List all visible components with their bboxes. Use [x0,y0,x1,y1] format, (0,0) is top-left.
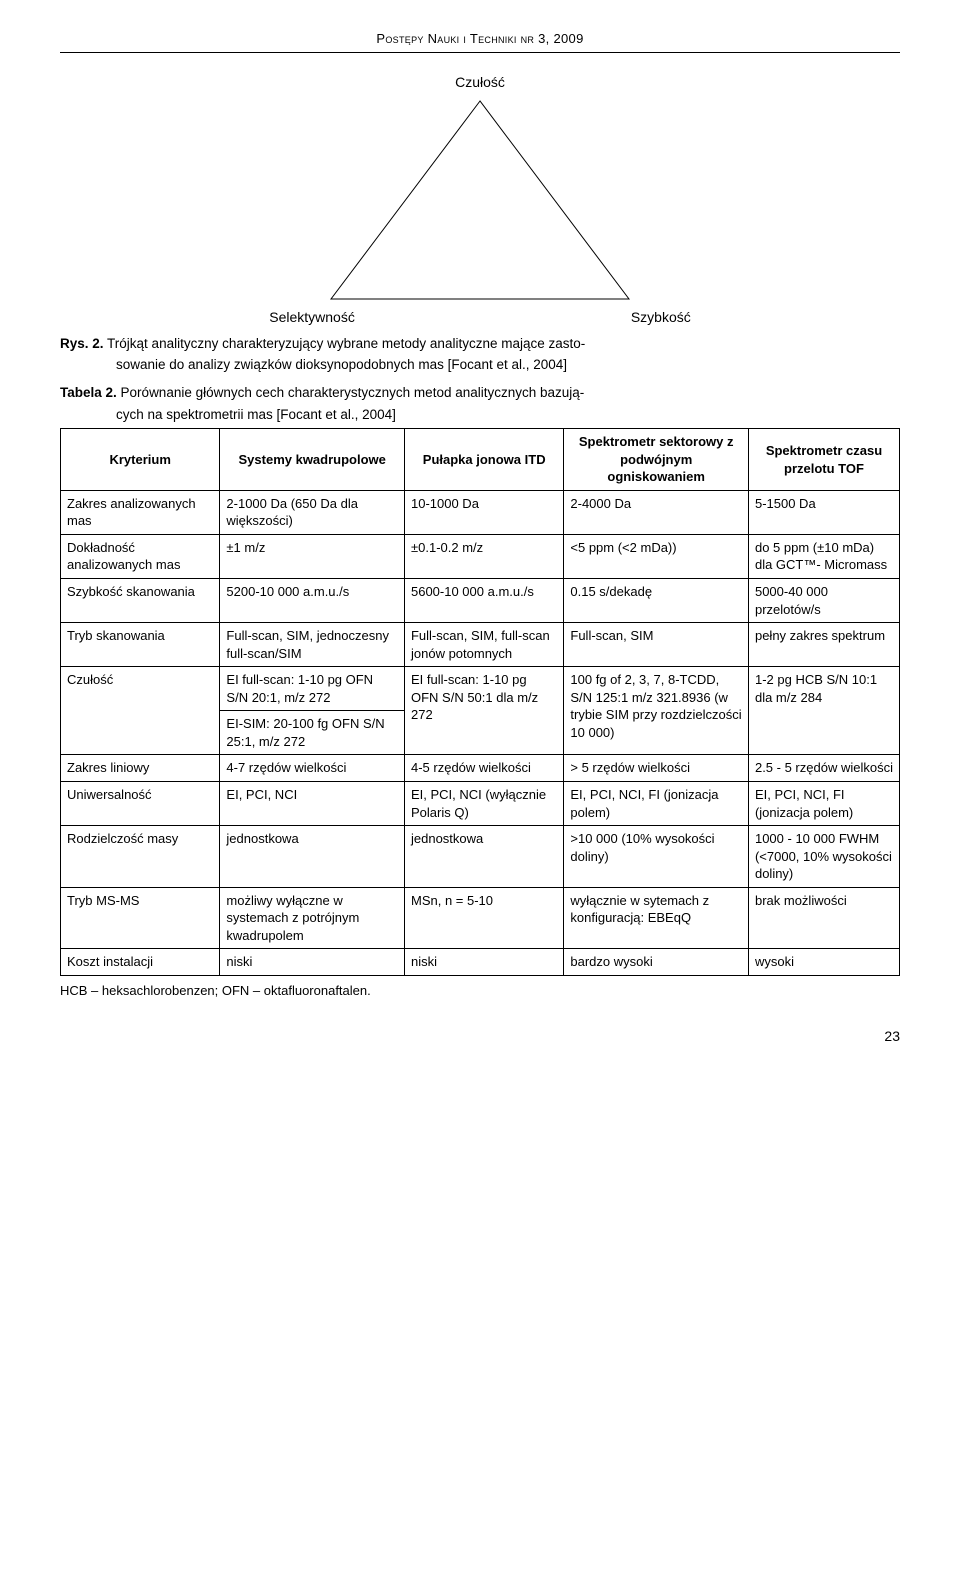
table-cell: EI, PCI, NCI, FI (jonizacja polem) [748,781,899,825]
triangle-label-left: Selektywność [269,308,355,327]
table-header-cell: Spektrometr czasu przelotu TOF [748,429,899,491]
table-cell: >10 000 (10% wysokości doliny) [564,826,749,888]
table-cell: EI full-scan: 1-10 pg OFN S/N 50:1 dla m… [404,667,563,755]
table-cell: 0.15 s/dekadę [564,579,749,623]
table-cell: 100 fg of 2, 3, 7, 8-TCDD, S/N 125:1 m/z… [564,667,749,755]
comparison-table: KryteriumSystemy kwadrupolowePułapka jon… [60,428,900,976]
figure-caption-line2: sowanie do analizy związków dioksynopodo… [116,356,900,374]
table-caption-text-line1: Porównanie głównych cech charakterystycz… [121,385,585,400]
table-cell: Full-scan, SIM [564,623,749,667]
table-cell: wysoki [748,949,899,976]
table-cell: Koszt instalacji [61,949,220,976]
table-row: Zakres analizowanych mas2-1000 Da (650 D… [61,490,900,534]
table-cell: ±0.1-0.2 m/z [404,534,563,578]
table-cell: możliwy wyłączne w systemach z potrójnym… [220,887,405,949]
table-cell: pełny zakres spektrum [748,623,899,667]
table-cell: Full-scan, SIM, jednoczesny full-scan/SI… [220,623,405,667]
table-cell: jednostkowa [404,826,563,888]
table-cell: 4-7 rzędów wielkości [220,755,405,782]
table-cell: brak możliwości [748,887,899,949]
table-row: Zakres liniowy4-7 rzędów wielkości4-5 rz… [61,755,900,782]
table-cell: 2-4000 Da [564,490,749,534]
table-header-cell: Systemy kwadrupolowe [220,429,405,491]
table-cell: Uniwersalność [61,781,220,825]
table-row: CzułośćEI full-scan: 1-10 pg OFN S/N 20:… [61,667,900,755]
table-cell: EI, PCI, NCI [220,781,405,825]
table-row: Tryb MS-MSmożliwy wyłączne w systemach z… [61,887,900,949]
table-cell: jednostkowa [220,826,405,888]
table-caption-line2: cych na spektrometrii mas [Focant et al.… [116,406,900,424]
table-cell: do 5 ppm (±10 mDa) dla GCT™- Micromass [748,534,899,578]
table-cell: Tryb skanowania [61,623,220,667]
table-cell: wyłącznie w sytemach z konfiguracją: EBE… [564,887,749,949]
table-subcell: EI full-scan: 1-10 pg OFN S/N 20:1, m/z … [220,671,404,711]
table-cell: 5200-10 000 a.m.u./s [220,579,405,623]
table-row: Szybkość skanowania5200-10 000 a.m.u./s5… [61,579,900,623]
table-cell: Rodzielczość masy [61,826,220,888]
figure-caption-num: Rys. 2. [60,336,104,351]
triangle-svg [325,99,635,304]
table-cell: 1-2 pg HCB S/N 10:1 dla m/z 284 [748,667,899,755]
table-cell: 1000 - 10 000 FWHM (<7000, 10% wysokości… [748,826,899,888]
table-cell: niski [220,949,405,976]
table-cell: Tryb MS-MS [61,887,220,949]
table-cell: Zakres analizowanych mas [61,490,220,534]
table-row: Dokładność analizowanych mas±1 m/z±0.1-0… [61,534,900,578]
table-cell: Szybkość skanowania [61,579,220,623]
table-cell: EI, PCI, NCI (wyłącznie Polaris Q) [404,781,563,825]
figure-caption: Rys. 2. Trójkąt analityczny charakteryzu… [60,335,900,353]
table-header-cell: Spektrometr sektorowy z podwójnym ognisk… [564,429,749,491]
figure-caption-text-line1: Trójkąt analityczny charakteryzujący wyb… [107,336,585,351]
triangle-diagram: Czułość Selektywność Szybkość [60,73,900,328]
table-header-cell: Pułapka jonowa ITD [404,429,563,491]
table-cell: 5600-10 000 a.m.u./s [404,579,563,623]
table-cell: MSn, n = 5-10 [404,887,563,949]
table-cell: 4-5 rzędów wielkości [404,755,563,782]
journal-header: Postępy Nauki i Techniki nr 3, 2009 [60,30,900,48]
table-cell: 5-1500 Da [748,490,899,534]
table-cell: Dokładność analizowanych mas [61,534,220,578]
table-row: Rodzielczość masyjednostkowajednostkowa>… [61,826,900,888]
table-cell: EI, PCI, NCI, FI (jonizacja polem) [564,781,749,825]
table-header-row: KryteriumSystemy kwadrupolowePułapka jon… [61,429,900,491]
table-footnote: HCB – heksachlorobenzen; OFN – oktafluor… [60,982,900,1000]
table-subcell: EI-SIM: 20-100 fg OFN S/N 25:1, m/z 272 [226,711,398,750]
triangle-label-right: Szybkość [631,308,691,327]
table-body: Zakres analizowanych mas2-1000 Da (650 D… [61,490,900,975]
table-cell: 10-1000 Da [404,490,563,534]
table-cell: Full-scan, SIM, full-scan jonów potomnyc… [404,623,563,667]
table-cell: > 5 rzędów wielkości [564,755,749,782]
table-cell: Zakres liniowy [61,755,220,782]
table-cell: bardzo wysoki [564,949,749,976]
table-row: UniwersalnośćEI, PCI, NCIEI, PCI, NCI (w… [61,781,900,825]
table-cell: 2.5 - 5 rzędów wielkości [748,755,899,782]
table-caption-num: Tabela 2. [60,385,117,400]
header-rule [60,52,900,53]
table-row: Tryb skanowaniaFull-scan, SIM, jednoczes… [61,623,900,667]
page-number: 23 [60,1027,900,1046]
table-cell: EI full-scan: 1-10 pg OFN S/N 20:1, m/z … [220,667,405,755]
table-cell: Czułość [61,667,220,755]
table-cell: 2-1000 Da (650 Da dla większości) [220,490,405,534]
triangle-label-top: Czułość [455,73,505,92]
table-head: KryteriumSystemy kwadrupolowePułapka jon… [61,429,900,491]
triangle-shape [331,101,629,299]
table-row: Koszt instalacjiniskiniskibardzo wysokiw… [61,949,900,976]
table-caption: Tabela 2. Porównanie głównych cech chara… [60,384,900,402]
table-cell: 5000-40 000 przelotów/s [748,579,899,623]
table-header-cell: Kryterium [61,429,220,491]
table-cell: niski [404,949,563,976]
table-cell: <5 ppm (<2 mDa)) [564,534,749,578]
table-cell: ±1 m/z [220,534,405,578]
